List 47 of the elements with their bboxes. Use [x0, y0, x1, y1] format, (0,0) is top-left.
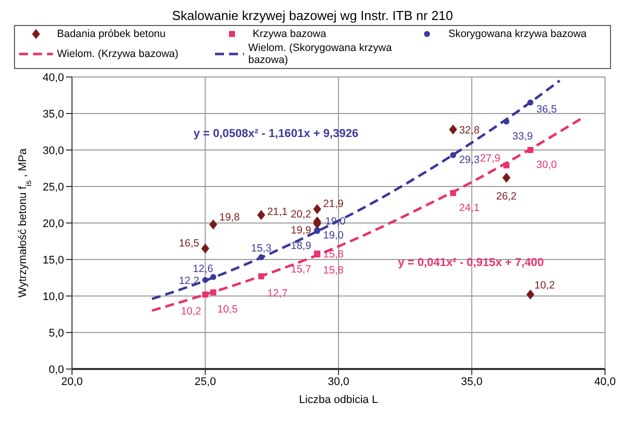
y-tick-label: 30,0	[42, 144, 64, 157]
data-label: 15,7	[290, 263, 312, 276]
data-label: 19,8	[219, 211, 240, 224]
data-label: 10,5	[217, 303, 238, 316]
x-axis-title: Liczba odbicia L	[299, 394, 378, 406]
data-label: 12,7	[267, 287, 288, 300]
y-tick-label: 25,0	[42, 181, 64, 194]
data-label: 29,3	[459, 154, 480, 166]
data-label: 16,5	[178, 238, 200, 250]
data-label: 36,5	[536, 104, 557, 116]
y-tick-label: 35,0	[42, 108, 64, 120]
data-label: 20,2	[290, 208, 312, 221]
data-label: 21,9	[323, 198, 344, 210]
x-tick-label: 35,0	[461, 376, 482, 388]
data-label: 10,2	[180, 306, 202, 318]
chart-title: Skalowanie krzywej bazowej wg Instr. ITB nr 210	[170, 8, 454, 23]
y-tick-label: 40,0	[42, 72, 64, 84]
x-tick-label: 40,0	[594, 376, 616, 388]
data-label: 19,9	[290, 224, 312, 237]
y-tick-label: 10,0	[42, 290, 64, 303]
data-label: 30,0	[536, 159, 557, 171]
x-tick-label: 20,0	[61, 376, 83, 388]
annotation: y = 0,041x² - 0,915x + 7,400	[398, 257, 544, 270]
data-label: 15,3	[250, 242, 272, 254]
data-label: 26,2	[496, 190, 517, 203]
data-label: 21,1	[267, 206, 288, 218]
x-tick-label: 25,0	[194, 376, 216, 388]
y-tick-label: 15,0	[42, 254, 64, 266]
y-tick-label: 0,0	[48, 364, 64, 376]
y-tick-label: 5,0	[48, 327, 64, 340]
legend-label: Krzywa bazowa	[252, 28, 326, 40]
y-tick-label: 20,0	[42, 218, 64, 230]
data-label: 15,8	[323, 264, 344, 277]
x-tick-label: 30,0	[328, 376, 350, 388]
legend-label: Wielom. (Krzywa bazowa)	[57, 48, 178, 60]
data-label: 10,2	[534, 280, 555, 292]
annotation: y = 0,0508x² - 1,1601x + 9,3926	[193, 128, 358, 140]
data-label: 24,1	[459, 202, 480, 214]
data-label: 12,6	[192, 263, 214, 276]
data-label: 33,9	[512, 130, 533, 143]
data-label: 27,9	[480, 152, 501, 164]
legend-label: Skorygowana krzywa bazowa	[448, 28, 587, 40]
data-label: 32,8	[459, 124, 480, 137]
legend-label: Badania próbek betonu	[57, 28, 166, 40]
legend-label: Wielom. (Skorygowana krzywa bazowa)	[248, 42, 393, 66]
data-label: 19,0	[323, 229, 344, 242]
data-label: 18,9	[290, 240, 312, 252]
